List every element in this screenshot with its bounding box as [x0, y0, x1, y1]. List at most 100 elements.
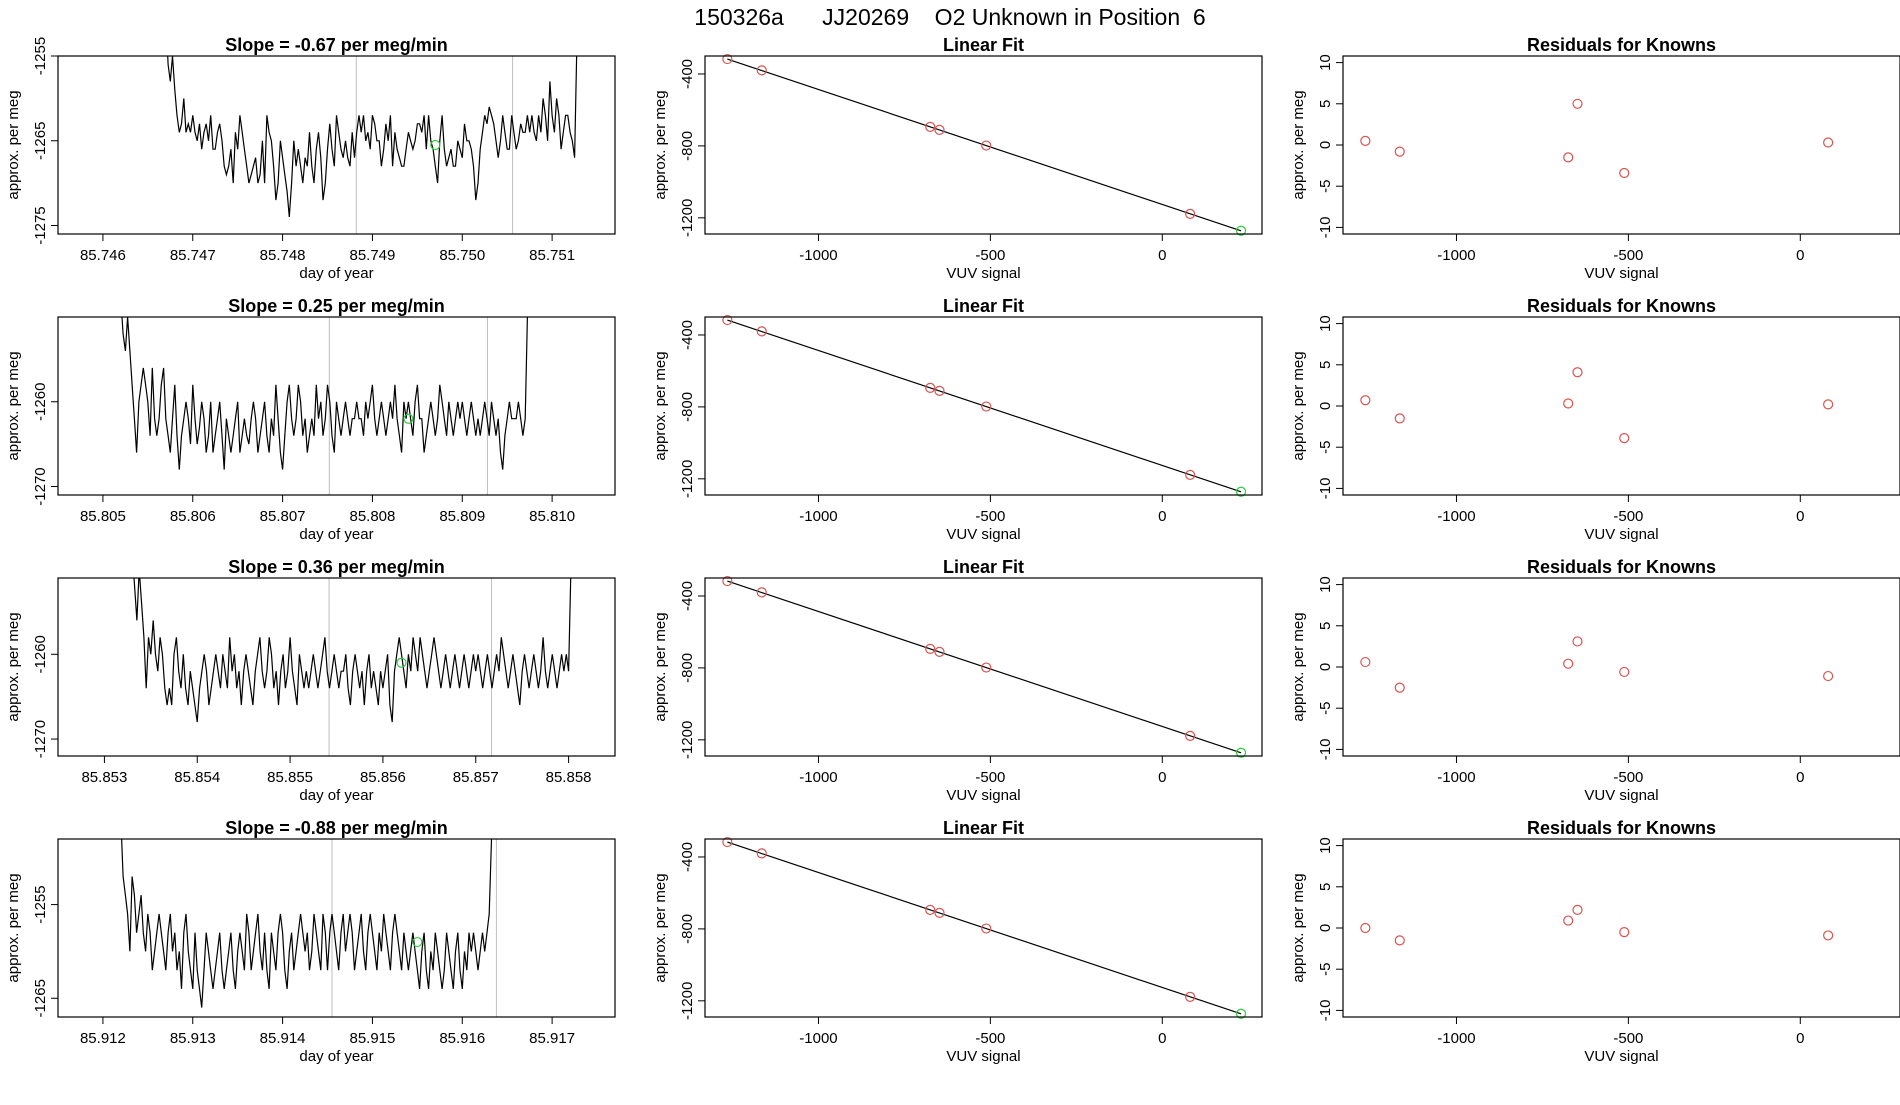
r2c1-y-tick-label-2: -1270 [32, 467, 49, 505]
r2c1-x-tick-label-4: 85.808 [349, 508, 395, 525]
r2c2-unknown-point-1 [1235, 486, 1247, 497]
r4c2-known-point-1 [722, 836, 733, 848]
r1c3-y-tick-label-5: -10 [1317, 217, 1334, 239]
r3c2-known-point-3 [925, 643, 936, 654]
r4c2-known-point-6 [1185, 991, 1196, 1002]
r1c2-fit-line [727, 58, 1242, 232]
r3c2-known-point-4 [934, 646, 945, 657]
r1c2-y-tick-label-2: -800 [679, 131, 696, 161]
r1c1-x-tick-label-5: 85.750 [439, 247, 485, 264]
r4c1-signal-trace [121, 839, 493, 1008]
r1c2-known-point-5 [981, 140, 992, 151]
r4c2-y-tick-label-1: -400 [679, 842, 696, 872]
r1c3-y-tick-label-4: -5 [1317, 180, 1334, 193]
r4c3-x-axis-label: VUV signal [1584, 1048, 1658, 1065]
r4c3-y-tick-label-2: 5 [1317, 883, 1334, 891]
r2c2-panel-title: Linear Fit [943, 296, 1024, 316]
r3c3-x-tick-label-2: -500 [1613, 769, 1643, 786]
r2c1-unknown-marker [403, 413, 414, 424]
r2c1-x-tick-label-5: 85.809 [439, 508, 485, 525]
r2c2-x-tick-label-1: -1000 [799, 508, 837, 525]
r1c1-y-tick-label-1: -1255 [32, 37, 49, 75]
r3c2-x-tick-label-2: -500 [975, 769, 1005, 786]
r2c3-y-tick-label-2: 5 [1317, 361, 1334, 369]
r3c2-unknown-point-1 [1235, 747, 1247, 758]
r2c2-y-tick-label-1: -400 [679, 320, 696, 350]
r1c1-x-tick-label-1: 85.746 [80, 247, 126, 264]
r3c2-y-tick-label-2: -800 [679, 653, 696, 683]
r2c1-x-tick-label-3: 85.807 [260, 508, 306, 525]
r4c1-x-tick-label-2: 85.913 [170, 1030, 216, 1047]
r2c1-y-axis-label: approx. per meg [5, 351, 22, 460]
r3c3-y-tick-label-3: 0 [1317, 663, 1334, 671]
r1c1-y-tick-label-2: -1265 [32, 122, 49, 160]
r4c2-fit-line [727, 841, 1242, 1015]
r1c3-known-point-6 [1823, 137, 1834, 148]
r1c1-x-tick-label-3: 85.748 [260, 247, 306, 264]
r3c2-known-point-2 [756, 587, 767, 598]
r2c3-y-tick-label-4: -5 [1317, 441, 1334, 454]
r1c3-y-tick-label-2: 5 [1317, 100, 1334, 108]
r4c2-known-point-5 [981, 923, 992, 934]
r4c3-x-tick-label-3: 0 [1796, 1030, 1804, 1047]
r3c1-panel-title: Slope = 0.36 per meg/min [228, 557, 445, 577]
r4c1-unknown-marker [412, 936, 423, 948]
r1c3-x-axis-label: VUV signal [1584, 265, 1658, 282]
r3c1-y-tick-label-2: -1270 [32, 720, 49, 758]
r1c2-x-tick-label-3: 0 [1158, 247, 1166, 264]
r3c3-x-tick-label-1: -1000 [1437, 769, 1475, 786]
r2c3-x-tick-label-1: -1000 [1437, 508, 1475, 525]
r3c2-panel-title: Linear Fit [943, 557, 1024, 577]
r2c1-plot-frame [57, 316, 616, 496]
r4c1-x-tick-label-5: 85.916 [439, 1030, 485, 1047]
r2c3-known-point-1 [1360, 395, 1371, 406]
r4c3-y-tick-label-1: 10 [1317, 837, 1334, 854]
r1c2-plot-frame [704, 55, 1263, 235]
r2c1-x-tick-label-1: 85.805 [80, 508, 126, 525]
r4c1-x-tick-label-4: 85.915 [349, 1030, 395, 1047]
r2c2-known-point-1 [722, 314, 733, 326]
r2c2-known-point-4 [934, 385, 945, 396]
r2c2-plot-frame [704, 316, 1263, 496]
r3c1-x-tick-label-6: 85.858 [546, 769, 592, 786]
r4c2-x-tick-label-3: 0 [1158, 1030, 1166, 1047]
r1c3-y-tick-label-1: 10 [1317, 54, 1334, 71]
r1c2-x-axis-label: VUV signal [946, 265, 1020, 282]
r4c1-y-tick-label-1: -1255 [32, 885, 49, 923]
r4c3-y-tick-label-5: -10 [1317, 1000, 1334, 1022]
r1c3-y-tick-label-3: 0 [1317, 141, 1334, 149]
r3c3-panel-title: Residuals for Knowns [1527, 557, 1716, 577]
r4c3-y-tick-label-3: 0 [1317, 924, 1334, 932]
r2c2-x-tick-label-2: -500 [975, 508, 1005, 525]
r1c1-x-tick-label-4: 85.749 [349, 247, 395, 264]
r1c2-known-point-4 [934, 124, 945, 135]
r2c1-x-axis-label: day of year [299, 526, 373, 543]
r1c3-x-tick-label-1: -1000 [1437, 247, 1475, 264]
r3c3-known-point-2 [1394, 682, 1405, 693]
r2c1-signal-trace [121, 317, 528, 470]
r1c3-known-point-3 [1563, 152, 1574, 163]
r2c2-y-tick-label-3: -1200 [679, 460, 696, 498]
r4c1-plot-frame [57, 838, 616, 1018]
r2c2-known-point-6 [1185, 469, 1196, 480]
r1c1-plot-frame [57, 55, 616, 235]
r3c2-plot-frame [704, 577, 1263, 757]
r4c2-x-tick-label-1: -1000 [799, 1030, 837, 1047]
r2c3-known-point-5 [1619, 433, 1630, 444]
r1c1-y-axis-label: approx. per meg [5, 90, 22, 199]
r3c2-y-tick-label-1: -400 [679, 581, 696, 611]
r3c3-y-axis-label: approx. per meg [1290, 612, 1307, 721]
r3c3-y-tick-label-4: -5 [1317, 702, 1334, 715]
r1c3-y-axis-label: approx. per meg [1290, 90, 1307, 199]
r4c1-y-tick-label-2: -1265 [32, 979, 49, 1017]
r1c1-x-axis-label: day of year [299, 265, 373, 282]
r3c2-known-point-6 [1185, 730, 1196, 741]
r2c2-y-tick-label-2: -800 [679, 392, 696, 422]
r3c1-unknown-marker [396, 657, 407, 668]
r4c1-x-tick-label-1: 85.912 [80, 1030, 126, 1047]
r4c2-y-tick-label-3: -1200 [679, 982, 696, 1020]
r3c3-known-point-1 [1360, 656, 1371, 668]
r2c3-known-point-4 [1572, 367, 1583, 378]
